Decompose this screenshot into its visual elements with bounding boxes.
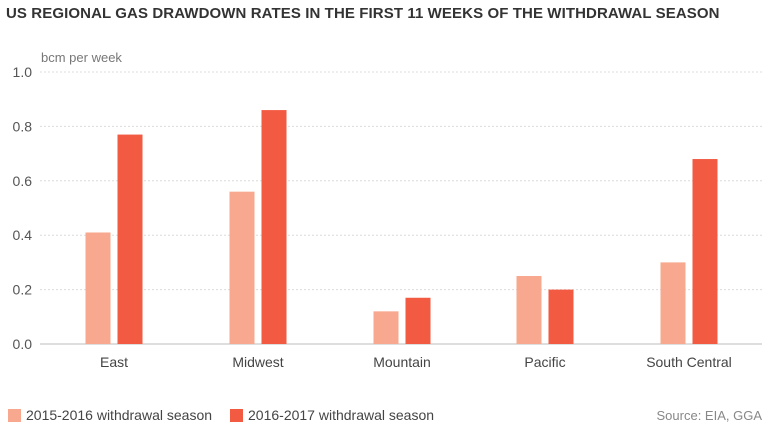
- legend-swatch-2015-2016: [8, 408, 21, 422]
- y-tick-label: 0.2: [13, 282, 33, 298]
- y-tick-label: 0.8: [13, 118, 33, 134]
- x-tick-label: East: [100, 354, 128, 370]
- y-axis-unit-label: bcm per week: [41, 50, 122, 65]
- legend-item-2015-2016: 2015-2016 withdrawal season: [8, 407, 212, 423]
- y-tick-label: 0.4: [13, 227, 33, 243]
- bar-mountain-series-1: [373, 311, 399, 344]
- bar-midwest-series-1: [229, 191, 255, 344]
- chart-title: US REGIONAL GAS DRAWDOWN RATES IN THE FI…: [6, 5, 720, 22]
- legend-swatch-2016-2017: [230, 408, 244, 422]
- bar-south-central-series-1: [660, 262, 686, 344]
- bar-east-series-1: [85, 232, 111, 344]
- bar-pacific-series-1: [516, 276, 542, 344]
- x-tick-label: South Central: [646, 354, 732, 370]
- legend-item-2016-2017: 2016-2017 withdrawal season: [230, 407, 434, 423]
- gridlines: [40, 71, 762, 345]
- x-axis-labels: East Midwest Mountain Pacific South Central: [100, 354, 732, 370]
- legend-label-2016-2017: 2016-2017 withdrawal season: [248, 407, 435, 423]
- y-tick-label: 1.0: [13, 64, 33, 80]
- bar-east-series-2: [117, 134, 143, 344]
- legend-label-2015-2016: 2015-2016 withdrawal season: [26, 407, 213, 423]
- bar-south-central-series-2: [692, 159, 718, 344]
- x-tick-label: Pacific: [524, 354, 565, 370]
- x-tick-label: Mountain: [373, 354, 431, 370]
- x-tick-label: Midwest: [232, 354, 283, 370]
- legend: 2015-2016 withdrawal season 2016-2017 wi…: [8, 407, 452, 423]
- y-axis-ticks: 0.0 0.2 0.4 0.6 0.8 1.0: [13, 64, 33, 352]
- y-tick-label: 0.6: [13, 173, 33, 189]
- bars: [85, 110, 718, 344]
- bar-mountain-series-2: [405, 297, 431, 344]
- bar-pacific-series-2: [548, 289, 574, 344]
- y-tick-label: 0.0: [13, 336, 33, 352]
- source-note: Source: EIA, GGA: [656, 408, 763, 423]
- bar-midwest-series-2: [261, 110, 287, 344]
